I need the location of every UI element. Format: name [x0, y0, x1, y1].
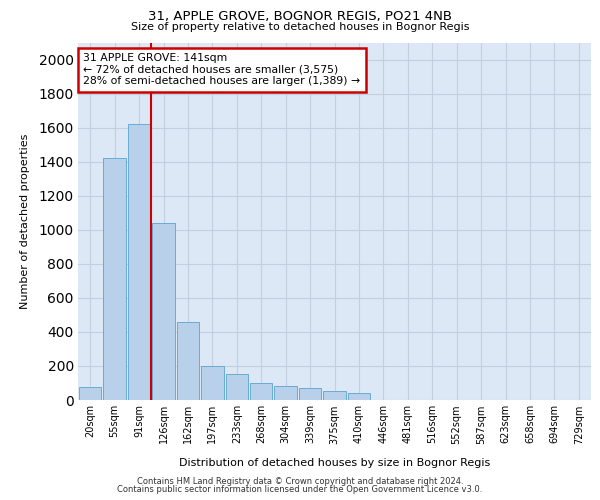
Bar: [79, 387, 101, 400]
Bar: [323, 390, 346, 400]
Bar: [274, 386, 297, 400]
Bar: [176, 322, 199, 400]
Bar: [128, 124, 151, 400]
Bar: [226, 374, 248, 400]
Text: 31 APPLE GROVE: 141sqm
← 72% of detached houses are smaller (3,575)
28% of semi-: 31 APPLE GROVE: 141sqm ← 72% of detached…: [83, 53, 360, 86]
Bar: [103, 158, 126, 400]
Bar: [152, 223, 175, 400]
Y-axis label: Number of detached properties: Number of detached properties: [20, 134, 30, 309]
Bar: [347, 393, 370, 400]
Text: Contains HM Land Registry data © Crown copyright and database right 2024.: Contains HM Land Registry data © Crown c…: [137, 477, 463, 486]
Text: Contains public sector information licensed under the Open Government Licence v3: Contains public sector information licen…: [118, 484, 482, 494]
Bar: [201, 366, 224, 400]
Text: 31, APPLE GROVE, BOGNOR REGIS, PO21 4NB: 31, APPLE GROVE, BOGNOR REGIS, PO21 4NB: [148, 10, 452, 23]
Bar: [250, 383, 272, 400]
Text: Size of property relative to detached houses in Bognor Regis: Size of property relative to detached ho…: [131, 22, 469, 32]
Bar: [299, 388, 322, 400]
X-axis label: Distribution of detached houses by size in Bognor Regis: Distribution of detached houses by size …: [179, 458, 490, 468]
